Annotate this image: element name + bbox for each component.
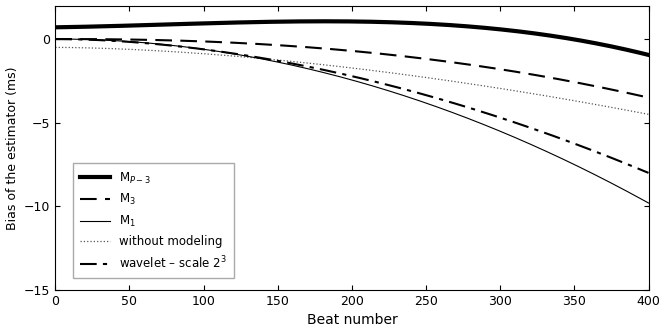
Legend: M$_{P-3}$, M$_3$, M$_1$, without modeling, wavelet – scale 2$^3$: M$_{P-3}$, M$_3$, M$_1$, without modelin… <box>73 164 234 278</box>
Y-axis label: Bias of the estimator (ms): Bias of the estimator (ms) <box>5 66 19 229</box>
X-axis label: Beat number: Beat number <box>306 313 398 327</box>
